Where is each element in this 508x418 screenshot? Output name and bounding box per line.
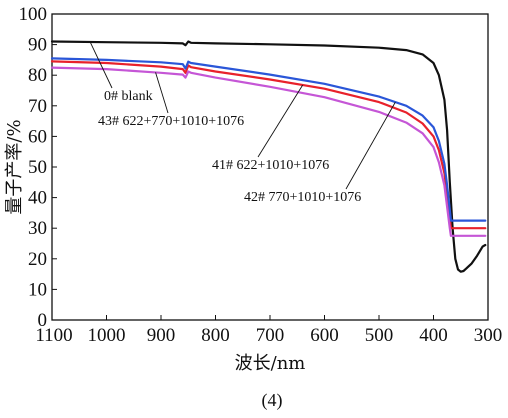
y-tick-label: 0	[38, 310, 48, 331]
y-tick-label: 80	[28, 65, 47, 86]
x-tick-label: 1100	[35, 325, 72, 346]
annotation-label-41-622-1010-1076: 41# 622+1010+1076	[212, 158, 329, 173]
annotations: 0# blank 43# 622+770+1010+1076 41# 622+101…	[89, 41, 396, 205]
x-tick-label: 800	[201, 325, 230, 346]
figure-label: (4)	[262, 390, 283, 411]
annotation-leader-42-770-1010-1076	[345, 101, 396, 190]
x-tick-label: 900	[147, 325, 176, 346]
series-lines	[50, 40, 487, 273]
x-tick-label: 500	[365, 325, 394, 346]
x-tick-label: 600	[310, 325, 339, 346]
ticks: 1100 1000 900 800 700 600 500 400 300 0 10 20 30 40 50…	[19, 4, 503, 346]
annotation-label-42-770-1010-1076: 42# 770+1010+1076	[244, 190, 361, 205]
series-line-43-622-770-1010-1076	[50, 66, 487, 237]
x-tick-label: 700	[256, 325, 285, 346]
x-axis-title: 波长/nm	[235, 353, 306, 374]
y-tick-label: 70	[28, 96, 47, 117]
x-tick-label: 300	[474, 325, 503, 346]
y-tick-label: 100	[19, 4, 48, 25]
x-tick-label: 400	[419, 325, 448, 346]
annotation-leader-41-622-1010-1076	[257, 84, 304, 158]
y-tick-label: 40	[28, 188, 47, 209]
y-tick-label: 20	[28, 249, 47, 270]
series-line-0-blank	[50, 40, 487, 273]
annotation-label-43-622-770-1010-1076: 43# 622+770+1010+1076	[98, 114, 244, 129]
annotation-leader-43-622-770-1010-1076	[155, 72, 169, 114]
y-tick-label: 50	[28, 157, 47, 178]
y-tick-label: 90	[28, 35, 47, 56]
series-line-42-770-1010-1076	[50, 57, 487, 222]
annotation-label-0-blank: 0# blank	[104, 89, 153, 104]
y-tick-label: 60	[28, 126, 47, 147]
y-tick-label: 10	[28, 279, 47, 300]
y-axis-title: 量子产率/%	[4, 119, 25, 214]
series-line-41-622-1010-1076	[50, 60, 487, 230]
x-tick-label: 1000	[88, 325, 126, 346]
y-tick-label: 30	[28, 218, 47, 239]
annotation-leader-0-blank	[89, 41, 113, 89]
